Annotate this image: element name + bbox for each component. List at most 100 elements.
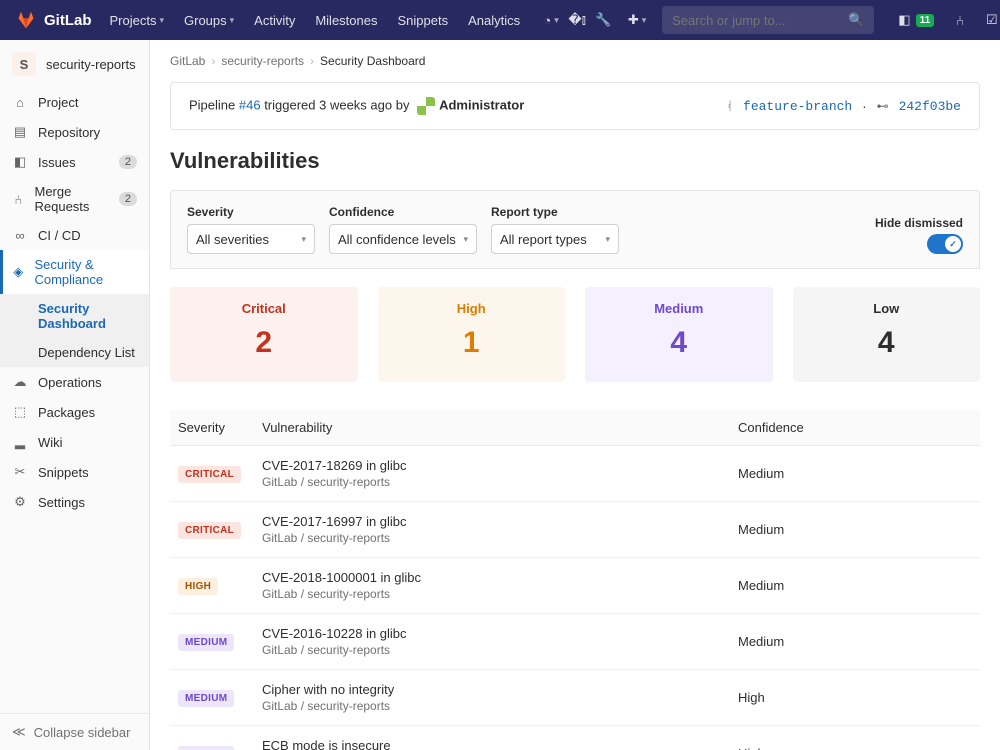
sidebar-item-count: 2 [119, 155, 137, 169]
nav-activity[interactable]: Activity [248, 13, 301, 28]
sidebar-subitem-dependency-list[interactable]: Dependency List [0, 338, 149, 367]
wiki-icon: ▂ [12, 434, 28, 450]
wrench-icon[interactable]: 🔧 [594, 12, 612, 28]
severity-chip: MEDIUM [178, 634, 234, 651]
toggle-knob: ✓ [945, 236, 961, 252]
sidebar-item-wiki[interactable]: ▂Wiki [0, 427, 149, 457]
commit-link[interactable]: 242f03be [899, 99, 961, 114]
report-type-filter[interactable]: All report types▾ [491, 224, 619, 254]
breadcrumb: GitLab › security-reports › Security Das… [170, 40, 980, 82]
collapse-icon: ≪ [12, 724, 26, 740]
sidebar-item-packages[interactable]: ⬚Packages [0, 397, 149, 427]
top-nav: GitLab Projects▾ Groups▾ Activity Milest… [0, 0, 1000, 40]
search-input[interactable] [672, 13, 848, 28]
confidence-filter[interactable]: All confidence levels▾ [329, 224, 477, 254]
dashboard-icon[interactable]: ◔▾ [542, 13, 560, 28]
vulnerability-confidence: Medium [730, 446, 980, 502]
col-severity: Severity [170, 410, 254, 446]
project-header[interactable]: S security-reports [0, 40, 149, 88]
severity-card-count: 4 [793, 326, 981, 360]
crumb-sep: › [211, 54, 215, 68]
sidebar-item-project[interactable]: ⌂Project [0, 88, 149, 117]
table-row[interactable]: CRITICAL CVE-2017-16997 in glibcGitLab /… [170, 502, 980, 558]
settings-icon: ⚙ [12, 494, 28, 510]
severity-chip: CRITICAL [178, 522, 241, 539]
nav-milestones[interactable]: Milestones [309, 13, 383, 28]
todos-link[interactable]: ☑15 [980, 12, 1000, 28]
nav-projects[interactable]: Projects▾ [104, 13, 171, 28]
severity-card-high[interactable]: High1 [378, 287, 566, 382]
sidebar-item-operations[interactable]: ☁Operations [0, 367, 149, 397]
vulnerability-title[interactable]: CVE-2018-1000001 in glibc [262, 570, 722, 585]
pipeline-link[interactable]: #46 [239, 97, 261, 112]
severity-chip: CRITICAL [178, 466, 241, 483]
table-row[interactable]: HIGH CVE-2018-1000001 in glibcGitLab / s… [170, 558, 980, 614]
hide-dismissed-toggle[interactable]: ✓ [927, 234, 963, 254]
crumb-gitlab[interactable]: GitLab [170, 54, 205, 68]
sidebar-item-repository[interactable]: ▤Repository [0, 117, 149, 147]
severity-card-critical[interactable]: Critical 2 [170, 287, 358, 382]
issues-link[interactable]: ◧11 [892, 12, 940, 28]
severity-card-low[interactable]: Low 4 [793, 287, 981, 382]
table-row[interactable]: MEDIUM ECB mode is insecureGitLab / secu… [170, 726, 980, 750]
sidebar-subitem-security-dashboard[interactable]: Security Dashboard [0, 294, 149, 338]
brand-name[interactable]: GitLab [44, 12, 92, 29]
report-type-filter-label: Report type [491, 205, 619, 219]
snippet-icon: ✂ [12, 464, 28, 480]
vulnerability-confidence: High [730, 726, 980, 750]
sidebar-item-settings[interactable]: ⚙Settings [0, 487, 149, 517]
table-row[interactable]: MEDIUM Cipher with no integrity GitLab / … [170, 670, 980, 726]
severity-filter[interactable]: All severities▾ [187, 224, 315, 254]
sidebar-item-security-compliance[interactable]: ◈Security & Compliance [0, 250, 149, 294]
shield-icon: ◈ [12, 264, 24, 280]
vulnerability-title[interactable]: ECB mode is insecure [262, 738, 722, 750]
vulnerability-project: GitLab / security-reports [262, 699, 722, 713]
vulnerability-project: GitLab / security-reports [262, 475, 722, 489]
nav-analytics[interactable]: Analytics [462, 13, 526, 28]
pipeline-prefix: Pipeline [189, 97, 239, 112]
global-search[interactable]: 🔍 [662, 6, 874, 34]
ops-icon: ☁ [12, 374, 28, 390]
gitlab-logo-icon[interactable] [16, 10, 36, 30]
issues-icon: ◧ [12, 154, 28, 170]
user-avatar-icon [417, 97, 435, 115]
main-content: GitLab › security-reports › Security Das… [150, 40, 1000, 750]
sidebar-item-label: Issues [38, 155, 76, 170]
severity-card-label: Critical [170, 301, 358, 316]
sidebar-item-issues[interactable]: ◧ Issues 2 [0, 147, 149, 177]
branch-icon: ᚮ [726, 99, 733, 113]
chevron-down-icon: ▾ [159, 15, 164, 26]
severity-filter-label: Severity [187, 205, 315, 219]
nav-groups[interactable]: Groups▾ [178, 13, 240, 28]
vulnerability-table: Severity Vulnerability Confidence CRITIC… [170, 410, 980, 750]
table-row[interactable]: MEDIUM CVE-2016-10228 in glibcGitLab / s… [170, 614, 980, 670]
chevron-down-icon: ▾ [605, 234, 610, 245]
sidebar: S security-reports ⌂Project▤Repository ◧ I… [0, 40, 150, 750]
vulnerability-title[interactable]: CVE-2017-18269 in glibc [262, 458, 722, 473]
nav-snippets[interactable]: Snippets [391, 13, 454, 28]
merge-requests-link[interactable]: ⑃ [950, 13, 970, 28]
severity-chip: HIGH [178, 578, 218, 595]
severity-card-medium[interactable]: Medium4 [585, 287, 773, 382]
branch-link[interactable]: feature-branch [743, 99, 852, 114]
vulnerability-confidence: High [730, 670, 980, 726]
crumb-sep: › [310, 54, 314, 68]
severity-card-count: 2 [170, 326, 358, 360]
pipeline-user[interactable]: Administrator [439, 97, 524, 112]
vulnerability-title[interactable]: CVE-2017-16997 in glibc [262, 514, 722, 529]
chart-icon[interactable]: �⫾ [568, 12, 586, 28]
vulnerability-title[interactable]: CVE-2016-10228 in glibc [262, 626, 722, 641]
severity-card-label: Low [793, 301, 981, 316]
vulnerability-title[interactable]: Cipher with no integrity [262, 682, 722, 697]
sidebar-item-merge-requests[interactable]: ⑃Merge Requests2 [0, 177, 149, 221]
severity-card-label: High [378, 301, 566, 316]
plus-icon[interactable]: ✚▾ [628, 12, 646, 28]
collapse-sidebar[interactable]: ≪ Collapse sidebar [0, 713, 149, 750]
sidebar-item-snippets[interactable]: ✂Snippets [0, 457, 149, 487]
package-icon: ⬚ [12, 404, 28, 420]
severity-chip: MEDIUM [178, 690, 234, 707]
table-row[interactable]: CRITICAL CVE-2017-18269 in glibc GitLab /… [170, 446, 980, 502]
severity-card-count: 4 [585, 326, 773, 360]
crumb-project[interactable]: security-reports [221, 54, 304, 68]
sidebar-item-ci-cd[interactable]: ∞CI / CD [0, 221, 149, 250]
